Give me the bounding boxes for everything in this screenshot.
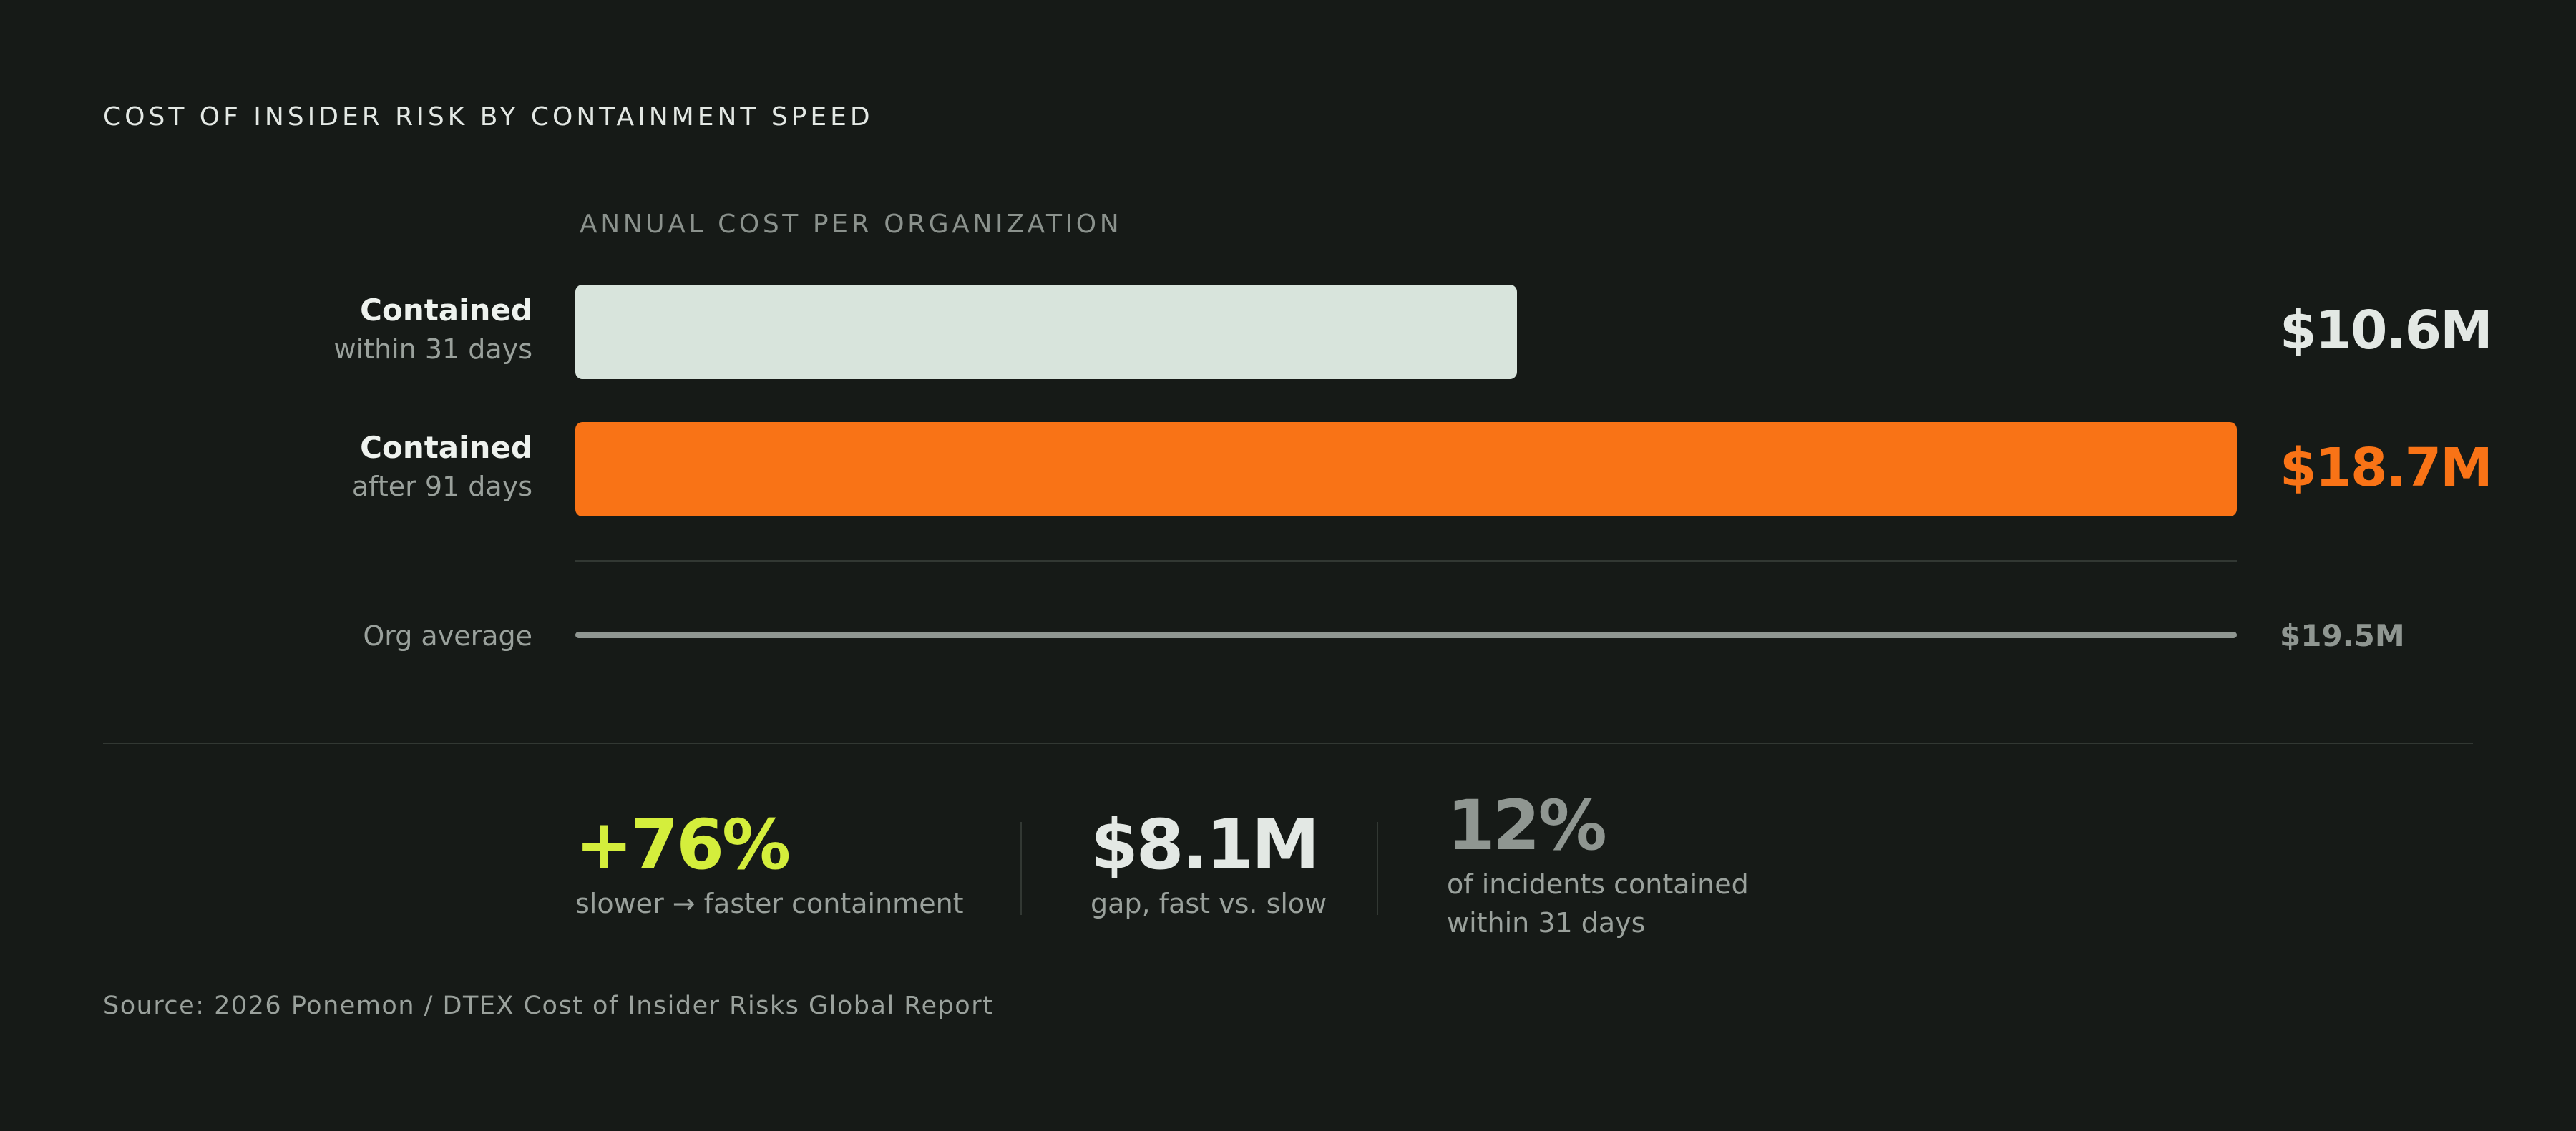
- bar-label-fast-secondary: within 31 days: [333, 333, 532, 365]
- row-divider: [575, 560, 2237, 562]
- stat-gap-value: $8.1M: [1091, 805, 1319, 885]
- source-note: Source: 2026 Ponemon / DTEX Cost of Insi…: [103, 992, 994, 1020]
- stat-contained-share-value: 12%: [1447, 785, 1607, 866]
- section-divider: [103, 743, 2473, 744]
- stat-slowdown-label: slower → faster containment: [575, 888, 964, 919]
- stat-divider: [1377, 822, 1378, 915]
- stat-gap: $8.1M gap, fast vs. slow: [1091, 806, 1327, 923]
- stat-contained-share-label: of incidents contained within 31 days: [1447, 868, 1749, 939]
- bar-label-fast-primary: Contained: [360, 293, 532, 328]
- stat-slowdown: +76% slower → faster containment: [575, 806, 964, 923]
- chart-subtitle: ANNUAL COST PER ORGANIZATION: [580, 210, 1123, 239]
- bar-label-fast: Contained within 31 days: [334, 291, 532, 368]
- bar-value-fast: $10.6M: [2280, 300, 2493, 361]
- bar-label-slow-secondary: after 91 days: [351, 471, 532, 502]
- reference-label: Org average: [363, 620, 532, 652]
- reference-value: $19.5M: [2280, 618, 2405, 653]
- stat-slowdown-value: +76%: [575, 805, 791, 885]
- bar-fast-containment: [575, 285, 1517, 379]
- stat-divider: [1020, 822, 1022, 915]
- bar-slow-containment: [575, 422, 2237, 516]
- bar-label-slow-primary: Contained: [360, 430, 532, 465]
- stat-gap-label: gap, fast vs. slow: [1091, 888, 1327, 919]
- reference-line: [575, 632, 2237, 638]
- stat-contained-share: 12% of incidents contained within 31 day…: [1447, 786, 1762, 942]
- bar-label-slow: Contained after 91 days: [352, 429, 532, 506]
- bar-value-slow: $18.7M: [2280, 437, 2493, 499]
- chart-title: COST OF INSIDER RISK BY CONTAINMENT SPEE…: [103, 102, 874, 132]
